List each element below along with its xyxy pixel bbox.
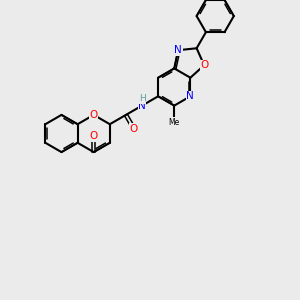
Text: N: N — [138, 100, 146, 111]
Text: N: N — [187, 91, 194, 101]
Text: Me: Me — [169, 118, 180, 127]
Text: O: O — [130, 124, 138, 134]
Text: N: N — [174, 45, 182, 55]
Text: O: O — [90, 131, 98, 141]
Text: O: O — [90, 110, 98, 120]
Text: O: O — [200, 60, 208, 70]
Text: H: H — [139, 94, 145, 103]
